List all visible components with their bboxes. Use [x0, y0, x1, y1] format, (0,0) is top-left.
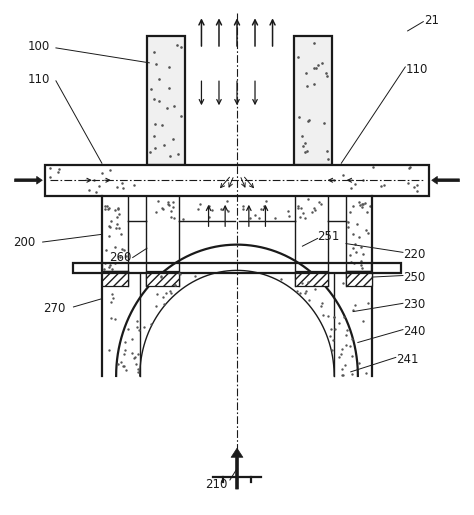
Text: 260: 260	[109, 251, 131, 264]
Bar	[147, 36, 185, 165]
Text: 220: 220	[403, 248, 425, 261]
Text: 210: 210	[205, 477, 228, 491]
Text: 230: 230	[403, 298, 425, 312]
Bar	[294, 36, 332, 165]
Bar	[73, 263, 102, 273]
Bar	[45, 165, 429, 196]
Text: 100: 100	[27, 40, 50, 53]
Text: 21: 21	[424, 14, 439, 27]
Text: 270: 270	[43, 302, 65, 316]
Text: 251: 251	[318, 230, 340, 244]
Bar	[146, 271, 179, 286]
Text: 250: 250	[403, 270, 425, 284]
Text: 200: 200	[13, 235, 36, 249]
Text: 110: 110	[27, 73, 50, 87]
Bar	[372, 263, 401, 273]
Bar	[102, 271, 128, 286]
Text: 240: 240	[403, 325, 425, 338]
Text: 110: 110	[405, 63, 428, 76]
Bar	[346, 271, 372, 286]
Text: 241: 241	[396, 353, 418, 366]
Bar	[295, 271, 328, 286]
